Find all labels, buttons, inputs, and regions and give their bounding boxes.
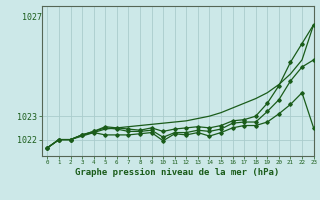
X-axis label: Graphe pression niveau de la mer (hPa): Graphe pression niveau de la mer (hPa) (76, 168, 280, 177)
Text: 1027: 1027 (21, 13, 42, 22)
